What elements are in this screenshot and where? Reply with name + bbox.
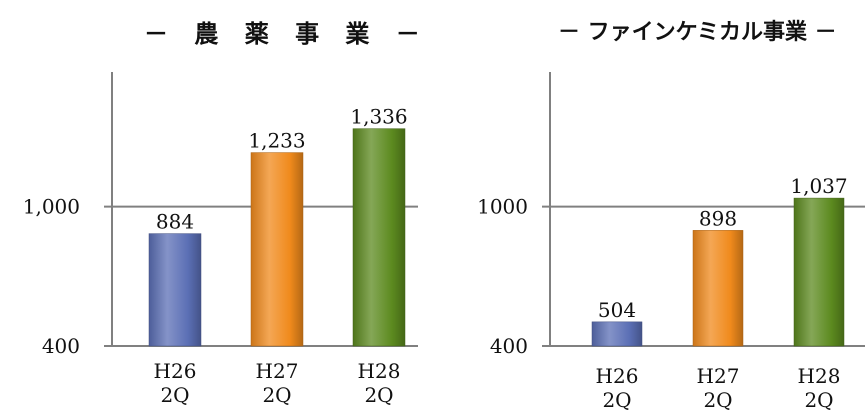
bar-value-label: 1,037 xyxy=(790,174,847,198)
x-category-label: 2Q xyxy=(804,388,833,412)
agro-chart-title: － 農 薬 事 業 － xyxy=(144,20,429,48)
x-category-label: H28 xyxy=(798,364,841,388)
bar-value-label: 884 xyxy=(156,210,194,234)
bar-value-label: 504 xyxy=(598,298,636,322)
x-category-label: 2Q xyxy=(364,383,393,407)
x-category-label: 2Q xyxy=(262,383,291,407)
bar xyxy=(148,233,202,347)
y-tick-label: 400 xyxy=(42,334,80,358)
fine-chemical-chart-title: － ファインケミカル事業 － xyxy=(558,20,837,45)
bar-value-label: 1,336 xyxy=(350,105,407,129)
x-category-label: 2Q xyxy=(160,383,189,407)
bar xyxy=(250,152,304,347)
bar xyxy=(591,321,643,347)
bar xyxy=(793,197,845,347)
x-category-label: 2Q xyxy=(703,388,732,412)
bar xyxy=(692,230,744,347)
bar xyxy=(352,128,406,347)
bar-value-label: 898 xyxy=(699,206,737,230)
y-tick-label: 1000 xyxy=(477,195,528,219)
x-category-label: H28 xyxy=(358,359,401,383)
x-category-label: H26 xyxy=(154,359,197,383)
x-category-label: 2Q xyxy=(602,388,631,412)
y-tick-label: 1,000 xyxy=(23,195,80,219)
bar-value-label: 1,233 xyxy=(248,129,305,153)
x-category-label: H27 xyxy=(256,359,299,383)
y-tick-label: 400 xyxy=(490,334,528,358)
x-category-label: H27 xyxy=(697,364,740,388)
x-category-label: H26 xyxy=(596,364,639,388)
